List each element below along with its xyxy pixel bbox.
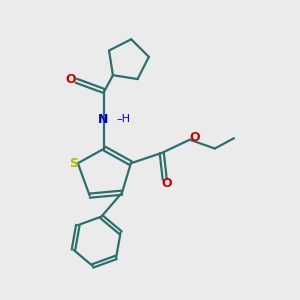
Text: N: N <box>98 112 108 126</box>
Text: O: O <box>161 177 172 190</box>
Text: S: S <box>69 157 78 170</box>
Text: –H: –H <box>117 114 131 124</box>
Text: O: O <box>66 73 76 86</box>
Text: O: O <box>190 131 200 144</box>
